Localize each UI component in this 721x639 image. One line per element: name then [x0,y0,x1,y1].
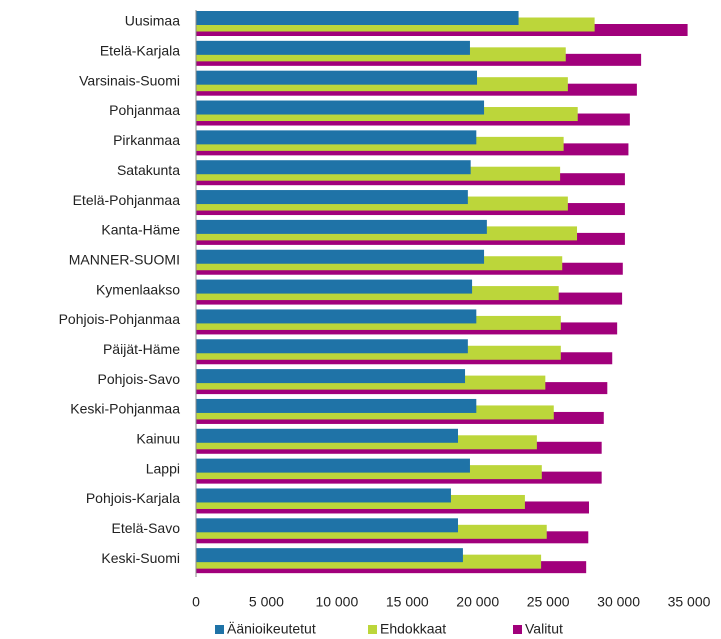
y-tick-label: Päijät-Häme [103,341,180,357]
y-tick-label: Kainuu [136,430,180,446]
bar [196,309,477,324]
x-tick-label: 20 000 [456,594,499,610]
y-tick-label: Pirkanmaa [113,132,180,148]
bar [196,458,470,473]
y-tick-label: Pohjois-Savo [98,371,181,387]
bar [196,219,487,234]
y-tick-label: Etelä-Savo [112,520,181,536]
y-tick-label: Pohjanmaa [109,102,180,118]
legend-swatch [513,625,522,634]
bar [196,488,451,503]
y-tick-label: Kymenlaakso [96,281,180,297]
y-tick-label: Keski-Suomi [101,550,180,566]
bar [196,11,519,25]
y-tick-label: Kanta-Häme [101,222,180,238]
bar [196,398,477,413]
y-tick-label: Etelä-Karjala [100,43,180,59]
y-tick-label: Pohjois-Pohjanmaa [59,311,181,327]
legend-label: Valitut [525,621,563,637]
y-tick-label: Varsinais-Suomi [79,72,180,88]
x-tick-label: 25 000 [527,594,570,610]
bar [196,100,485,115]
bar [196,190,468,205]
bar [196,130,477,145]
x-tick-label: 35 000 [668,594,711,610]
bar [196,70,478,85]
legend-swatch [368,625,377,634]
bar [196,428,458,443]
bar [196,548,463,563]
bar [196,40,470,55]
bar [196,339,468,354]
bar [196,249,485,264]
x-tick-label: 0 [192,594,200,610]
y-tick-label: Uusimaa [125,13,180,29]
bar [196,160,471,175]
legend-label: Ehdokkaat [380,621,446,637]
x-tick-label: 10 000 [315,594,358,610]
y-tick-label: Satakunta [117,162,180,178]
bar [196,518,458,533]
y-tick-label: Lappi [146,460,180,476]
bar [196,279,473,294]
legend-swatch [215,625,224,634]
y-tick-label: Keski-Pohjanmaa [70,401,180,417]
y-tick-label: MANNER-SUOMI [69,251,180,267]
y-tick-label: Etelä-Pohjanmaa [73,192,181,208]
x-tick-label: 15 000 [386,594,429,610]
bar [196,369,466,384]
x-tick-label: 5 000 [249,594,284,610]
legend-label: Äänioikeutetut [227,621,316,637]
x-tick-label: 30 000 [597,594,640,610]
y-tick-label: Pohjois-Karjala [86,490,180,506]
